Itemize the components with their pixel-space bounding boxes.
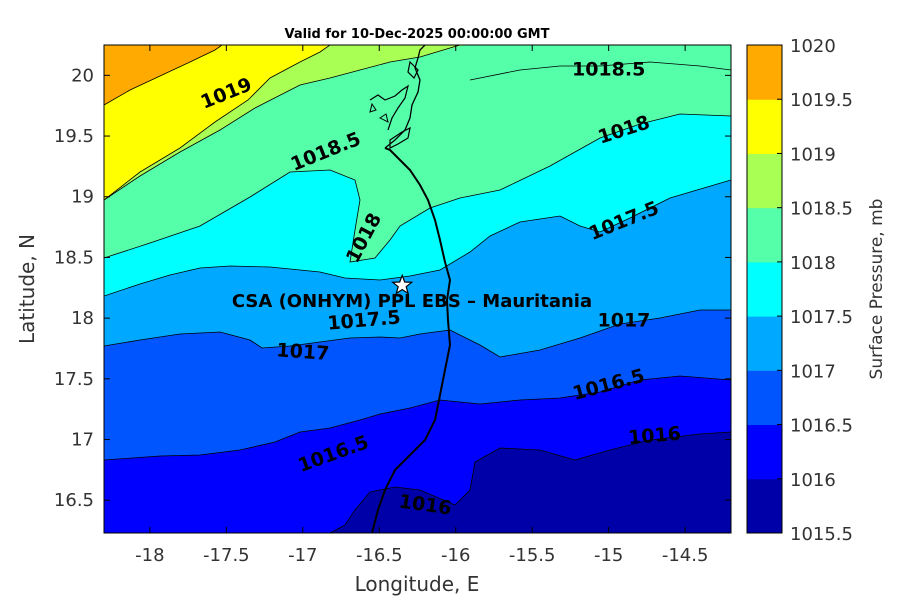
colorbar-tick-label: 1018 [790,253,836,274]
colorbar-segment [747,153,782,209]
colorbar-tick-label: 1020 [790,36,836,57]
x-tick-label: -16 [441,545,470,566]
contour-label: 1018.5 [572,58,645,80]
x-tick-label: -17.5 [203,545,250,566]
x-tick-label: -14.5 [662,545,709,566]
colorbar-segment [747,370,782,426]
map-title: Valid for 10-Dec-2025 00:00:00 GMT [285,27,550,42]
colorbar-frame [746,44,783,534]
station-label: CSA (ONHYM) PPL EBS – Mauritania [232,291,592,312]
x-axis-label: Longitude, E [355,572,480,596]
colorbar-tick-label: 1019.5 [790,90,853,111]
colorbar-tick-label: 1018.5 [790,199,853,220]
colorbar-tick-label: 1016.5 [790,416,853,437]
x-tick-label: -15.5 [509,545,556,566]
colorbar-segment [747,316,782,371]
band-1019-5 [104,45,222,105]
x-axis-ticks: -18 -17.5 -17 -16.5 -16 -15.5 -15 -14.5 [135,45,708,566]
contour-label: 1016 [627,423,682,450]
contour-label: 1017 [276,339,330,365]
y-tick-label: 17 [71,430,94,451]
colorbar-segment [747,478,782,534]
y-tick-label: 19.5 [54,126,94,147]
y-axis-label: Latitude, N [15,234,39,344]
colorbar-segment [747,424,782,480]
contour-label: 1017 [598,310,651,332]
y-tick-label: 17.5 [54,369,94,390]
station-marker [391,273,414,295]
colorbar-segment [747,207,782,263]
colorbar-tick-label: 1019 [790,144,836,165]
y-tick-label: 16.5 [54,490,94,511]
x-tick-label: -17 [288,545,317,566]
y-tick-label: 19 [71,187,94,208]
colorbar-tick-label: 1017 [790,361,836,382]
x-tick-label: -18 [135,545,164,566]
coastline-border [369,45,452,533]
y-axis-ticks: 16.5 17 17.5 18 18.5 19 19.5 20 [54,65,731,511]
x-tick-label: -16.5 [356,545,403,566]
colorbar-segment [747,261,782,317]
colorbar-segment [747,45,782,100]
colorbar-tick-label: 1015.5 [790,524,853,545]
contour-lines [104,45,731,533]
colorbar-tick-label: 1016 [790,470,836,491]
colorbar-segment [747,99,782,154]
colorbar-tick-label: 1017.5 [790,307,853,328]
x-tick-label: -15 [594,545,623,566]
colorbar: 1015.5 1016 1016.5 1017 1017.5 1018 1018.5 1019… [746,36,853,545]
y-tick-label: 18.5 [54,247,94,268]
plot-frame [103,44,732,534]
station-star-icon [391,273,414,295]
colorbar-label: Surface Pressure, mb [867,199,887,380]
band-1019-fill [104,45,330,200]
y-tick-label: 20 [71,65,94,86]
y-tick-label: 18 [71,308,94,329]
